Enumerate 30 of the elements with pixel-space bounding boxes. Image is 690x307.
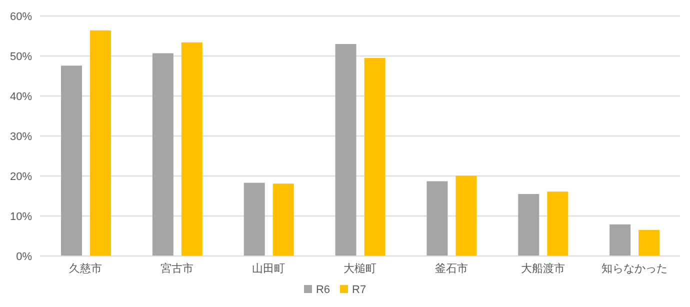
bar xyxy=(610,224,631,256)
bar xyxy=(364,58,386,256)
x-tick-label: 知らなかった xyxy=(601,262,668,275)
y-tick-label: 40% xyxy=(10,90,32,103)
y-tick-label: 50% xyxy=(10,50,32,63)
bar xyxy=(456,176,477,256)
bar xyxy=(335,44,356,256)
legend-label: R6 xyxy=(316,284,330,296)
bar xyxy=(547,192,568,256)
y-tick-label: 20% xyxy=(10,170,32,183)
bar xyxy=(426,181,448,256)
y-tick-label: 30% xyxy=(10,130,32,143)
bar xyxy=(272,184,294,256)
bar xyxy=(518,194,540,256)
x-tick-label: 大船渡市 xyxy=(520,262,565,275)
bar xyxy=(244,182,265,256)
bar xyxy=(90,30,111,256)
x-tick-label: 釜石市 xyxy=(434,262,468,275)
x-tick-label: 久慈市 xyxy=(69,262,102,275)
bar xyxy=(152,53,174,256)
y-tick-label: 0% xyxy=(16,250,32,263)
y-tick-label: 10% xyxy=(10,210,32,223)
legend-label: R7 xyxy=(352,284,366,296)
x-tick-label: 山田町 xyxy=(252,262,286,275)
bar xyxy=(638,230,660,256)
bar xyxy=(61,66,82,256)
y-tick-label: 60% xyxy=(10,10,32,23)
x-tick-label: 大槌町 xyxy=(344,262,376,275)
bar xyxy=(181,42,202,256)
x-tick-label: 宮古市 xyxy=(160,262,194,275)
